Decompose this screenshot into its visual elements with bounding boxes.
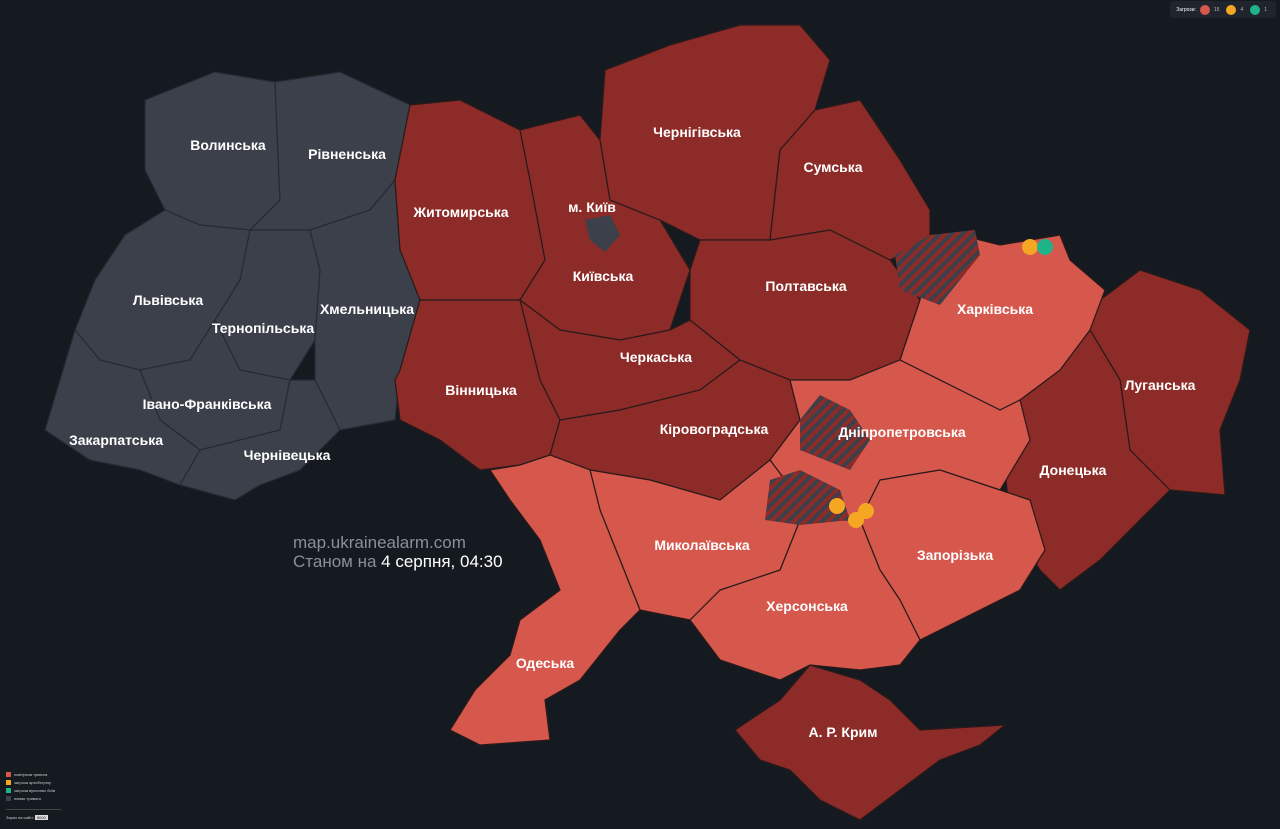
label-kyiv-city: м. Київ: [568, 199, 616, 215]
label-rivnenska: Рівненська: [308, 146, 386, 162]
region-crimea[interactable]: [734, 664, 1007, 821]
artillery-icon[interactable]: [848, 512, 864, 528]
label-dnipropetrovska: Дніпропетровська: [838, 424, 966, 440]
artillery-icon[interactable]: [829, 498, 845, 514]
label-zaporizka: Запорізька: [917, 547, 994, 563]
label-zakarpatska: Закарпатська: [69, 432, 163, 448]
legend-label: немає тривоги: [14, 795, 41, 801]
threats-panel: Загрози: 15 4 1: [1170, 1, 1276, 18]
threats-label: Загрози:: [1176, 6, 1196, 13]
region-kyiv-city[interactable]: [585, 215, 620, 252]
label-volynska: Волинська: [190, 137, 266, 153]
label-ternopilska: Тернопільська: [212, 320, 314, 336]
label-crimea: А. Р. Крим: [809, 724, 878, 740]
site-url: map.ukrainealarm.com: [293, 533, 466, 552]
region-chernivetska[interactable]: [179, 379, 341, 501]
street-fight-count: 1: [1264, 6, 1267, 13]
legend-label: загроза артобстрілу: [14, 779, 51, 785]
legend-label: повітряна тривога: [14, 771, 48, 777]
label-lvivska: Львівська: [133, 292, 204, 308]
air-alert-count: 15: [1213, 6, 1220, 13]
artillery-count: 4: [1240, 6, 1244, 13]
street-fight-icon[interactable]: [1250, 4, 1261, 15]
street-fight-icon[interactable]: [1037, 239, 1053, 255]
legend: повітряна тривога загроза артобстрілу за…: [6, 770, 61, 820]
watermark: map.ukrainealarm.com Станом на 4 серпня,…: [293, 533, 503, 571]
hatched-zone-south: [765, 470, 850, 525]
label-kyivska: Київська: [573, 268, 634, 284]
artillery-icon[interactable]: [1022, 239, 1038, 255]
status-date: 4 серпня, 04:30: [381, 552, 503, 571]
region-odeska[interactable]: [449, 454, 641, 746]
label-khersonska: Херсонська: [766, 598, 848, 614]
label-chernivetska: Чернівецька: [244, 447, 331, 463]
label-odeska: Одеська: [516, 655, 574, 671]
label-zhytomyrska: Житомирська: [413, 204, 509, 220]
hatched-zone-dnipro: [800, 395, 870, 470]
legend-divider: [6, 809, 61, 810]
hatched-zone-sumy: [895, 230, 980, 305]
legend-label: загроза вуличних боїв: [14, 787, 55, 793]
air-alert-icon[interactable]: [1199, 4, 1210, 15]
legend-item: немає тривоги: [6, 794, 61, 802]
label-poltavska: Полтавська: [765, 278, 846, 294]
label-vinnytska: Вінницька: [445, 382, 517, 398]
label-mykolaivska: Миколаївська: [654, 537, 750, 553]
label-kharkivska: Харківська: [957, 301, 1033, 317]
label-ivano-frankivska: Івано-Франківська: [143, 396, 272, 412]
status-prefix: Станом на: [293, 552, 377, 571]
label-sumska: Сумська: [803, 159, 862, 175]
online-count: 5000: [34, 815, 48, 820]
label-cherkaska: Черкаська: [620, 349, 692, 365]
online-label: Зараз на сайті:: [6, 815, 34, 820]
label-luhanska: Луганська: [1125, 377, 1196, 393]
label-khmelnytska: Хмельницька: [320, 301, 414, 317]
legend-item: загроза вуличних боїв: [6, 786, 61, 794]
legend-item: повітряна тривога: [6, 770, 61, 778]
label-donetska: Донецька: [1040, 462, 1107, 478]
label-chernihivska: Чернігівська: [653, 124, 741, 140]
artillery-icon[interactable]: [1226, 4, 1237, 15]
label-kirovohradska: Кіровоградська: [660, 421, 769, 437]
legend-item: загроза артобстрілу: [6, 778, 61, 786]
